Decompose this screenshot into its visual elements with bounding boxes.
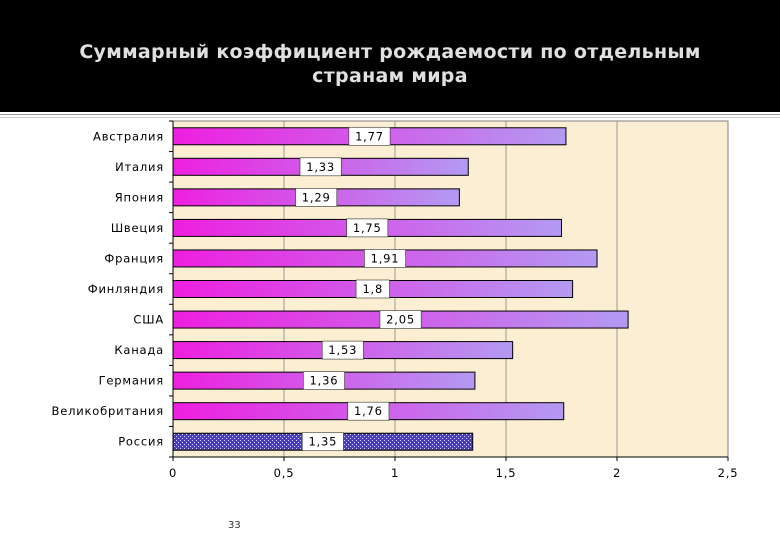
category-label: Германия — [99, 374, 164, 388]
data-label-box — [295, 188, 338, 207]
category-label: Финляндия — [88, 282, 164, 296]
data-label: 1,33 — [306, 160, 335, 174]
data-label: 1,91 — [371, 251, 400, 265]
data-label: 1,36 — [310, 374, 339, 388]
labels: 0 0,5 1 1,5 2 2,5 Австралия 1,77 Италия 1,33 Япони… — [52, 126, 739, 480]
data-label: 1,76 — [354, 404, 383, 418]
category-label: Австралия — [93, 129, 164, 143]
data-label-box — [321, 340, 364, 360]
category-label: Франция — [104, 251, 164, 265]
data-label-box — [355, 279, 390, 299]
x-tick-label: 2 — [613, 466, 621, 480]
data-label-box — [299, 157, 342, 177]
x-tick-label: 0 — [169, 466, 177, 480]
category-label: Россия — [118, 435, 164, 449]
category-label: Великобритания — [52, 404, 165, 418]
data-label: 1,8 — [362, 282, 383, 296]
data-label-box — [347, 401, 390, 421]
slide-title: Суммарный коэффициент рождаемости по отд… — [79, 41, 701, 87]
data-label-box — [379, 310, 422, 329]
category-label: Канада — [114, 343, 164, 357]
data-label: 1,35 — [308, 435, 337, 449]
data-label-box — [346, 218, 389, 238]
data-label: 1,29 — [302, 190, 331, 204]
x-tick-label: 1 — [391, 466, 399, 480]
data-label-box — [301, 432, 344, 452]
x-tick-label: 0,5 — [274, 466, 295, 480]
title-bar: Суммарный коэффициент рождаемости по отд… — [0, 0, 780, 112]
category-label: Швеция — [111, 221, 164, 235]
category-label: Япония — [115, 190, 164, 204]
data-label-box — [303, 371, 345, 390]
header-rule-bottom — [0, 117, 780, 118]
data-label: 1,77 — [355, 129, 384, 143]
header-rule-top — [0, 114, 780, 115]
category-label: Италия — [115, 160, 164, 174]
category-label: США — [133, 313, 164, 327]
data-label: 1,75 — [353, 221, 382, 235]
data-label: 2,05 — [386, 313, 415, 327]
x-tick-label: 1,5 — [496, 466, 517, 480]
x-tick-label: 2,5 — [718, 466, 739, 480]
data-label-box — [364, 249, 406, 268]
axes — [169, 120, 729, 461]
page-number: 33 — [228, 520, 241, 531]
data-label-box — [348, 126, 391, 146]
data-label: 1,53 — [328, 343, 357, 357]
